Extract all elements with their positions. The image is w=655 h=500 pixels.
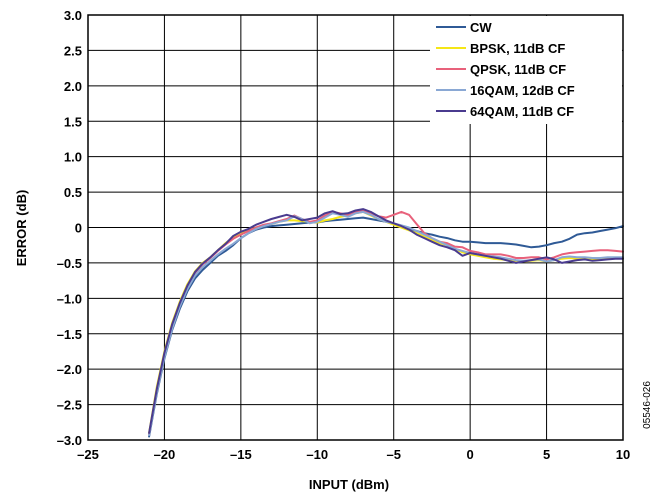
y-axis-label: ERROR (dB) xyxy=(14,190,29,267)
x-tick-label: –10 xyxy=(306,447,328,462)
x-tick-label: 10 xyxy=(616,447,630,462)
legend-entry: QPSK, 11dB CF xyxy=(470,62,566,77)
y-tick-labels: 3.0 2.5 2.0 1.5 1.0 0.5 0 –0.5 –1.0 –1.5 –2.0 –2.5 –… xyxy=(57,8,82,448)
x-tick-label: –20 xyxy=(154,447,176,462)
y-tick-label: 2.5 xyxy=(64,43,82,58)
figure-id: 05546-026 xyxy=(642,381,653,429)
y-tick-label: –2.5 xyxy=(57,398,82,413)
y-tick-label: 3.0 xyxy=(64,8,82,23)
x-tick-label: 5 xyxy=(543,447,550,462)
series-line-4 xyxy=(148,210,624,436)
y-tick-label: 2.0 xyxy=(64,79,82,94)
y-tick-label: –2.0 xyxy=(57,362,82,377)
legend-entry: 64QAM, 11dB CF xyxy=(470,104,574,119)
series-line-2 xyxy=(148,210,624,434)
y-tick-label: –1.0 xyxy=(57,291,82,306)
x-tick-label: –5 xyxy=(386,447,400,462)
x-tick-labels: –25 –20 –15 –10 –5 0 5 10 xyxy=(77,447,630,462)
legend-entry: 16QAM, 12dB CF xyxy=(470,83,575,98)
y-tick-label: 0 xyxy=(75,221,82,236)
legend: CW BPSK, 11dB CF QPSK, 11dB CF 16QAM, 12dB … xyxy=(430,16,622,124)
series-line-5 xyxy=(148,208,624,434)
y-tick-label: –3.0 xyxy=(57,433,82,448)
plot-frame xyxy=(87,14,624,441)
x-axis-label: INPUT (dBm) xyxy=(309,477,389,492)
y-tick-label: 1.0 xyxy=(64,150,82,165)
series-layer xyxy=(148,208,624,438)
y-tick-label: –0.5 xyxy=(57,256,82,271)
y-tick-label: –1.5 xyxy=(57,327,82,342)
series-line-1 xyxy=(148,216,624,438)
y-tick-label: 0.5 xyxy=(64,185,82,200)
y-tick-label: 1.5 xyxy=(64,114,82,129)
legend-entry: BPSK, 11dB CF xyxy=(470,41,565,56)
x-tick-label: –15 xyxy=(230,447,252,462)
legend-entry: CW xyxy=(470,20,492,35)
x-tick-label: 0 xyxy=(467,447,474,462)
x-tick-label: –25 xyxy=(77,447,99,462)
